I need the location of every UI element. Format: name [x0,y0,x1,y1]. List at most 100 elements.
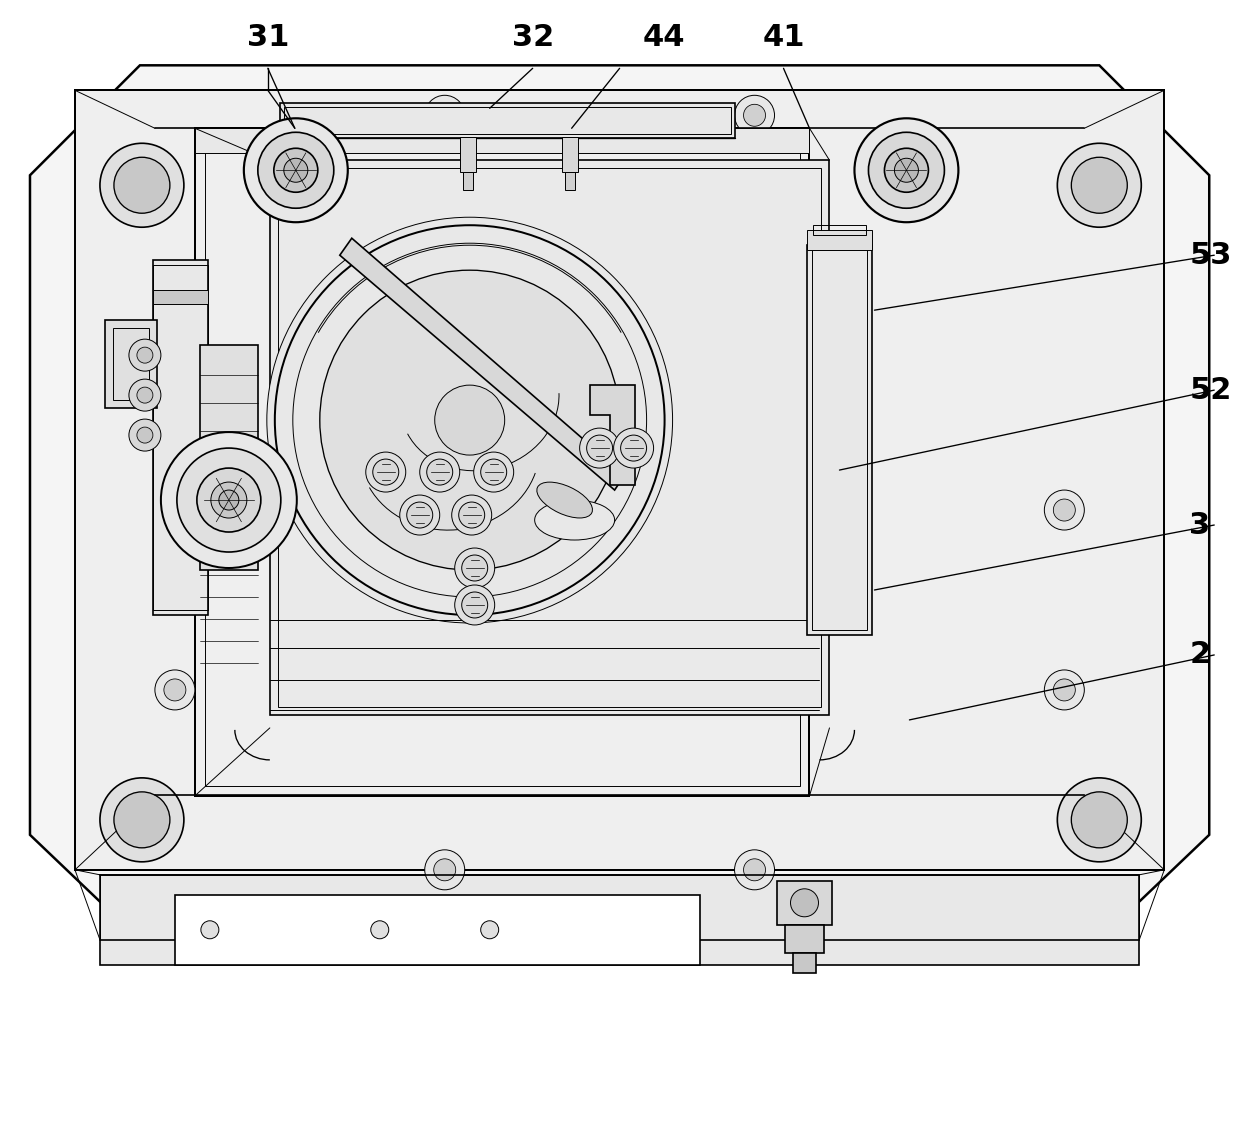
Text: 53: 53 [1189,241,1231,270]
Bar [460,138,476,172]
Bar [463,172,472,191]
Circle shape [274,148,317,192]
Ellipse shape [537,482,593,518]
Circle shape [129,339,161,371]
Bar [74,91,1164,870]
Bar [153,265,208,610]
Circle shape [734,850,775,890]
Circle shape [201,921,219,939]
Bar [270,161,830,715]
Circle shape [434,104,456,126]
Circle shape [481,459,507,486]
Circle shape [164,499,186,521]
Circle shape [620,435,646,461]
Circle shape [284,158,308,183]
Circle shape [1044,670,1084,709]
Bar [812,250,868,630]
Circle shape [427,459,453,486]
Bar [175,894,699,964]
Circle shape [129,419,161,451]
Ellipse shape [534,501,615,540]
Bar [200,346,258,571]
Bar [785,925,825,953]
Circle shape [320,270,620,571]
Circle shape [258,132,334,208]
Circle shape [136,387,153,403]
Circle shape [155,670,195,709]
Bar [807,231,873,250]
Circle shape [434,859,456,881]
Circle shape [366,452,405,492]
Circle shape [373,459,399,486]
Bar [564,172,574,191]
Circle shape [1053,499,1075,521]
Circle shape [267,217,672,623]
Circle shape [459,502,485,528]
Bar [205,138,800,786]
Circle shape [1053,678,1075,701]
Bar [776,881,832,925]
Circle shape [425,850,465,890]
Circle shape [1071,792,1127,848]
Circle shape [136,347,153,363]
Text: 52: 52 [1189,375,1231,404]
Circle shape [177,448,280,552]
Bar [105,320,157,408]
Circle shape [211,482,247,518]
Circle shape [399,495,440,535]
Circle shape [734,95,775,135]
Circle shape [744,859,765,881]
Circle shape [455,548,495,588]
Circle shape [155,490,195,530]
Circle shape [419,452,460,492]
Circle shape [129,379,161,411]
Circle shape [435,385,505,455]
Bar [562,138,578,172]
Bar [153,261,208,615]
Bar [113,328,149,401]
Circle shape [587,435,613,461]
Text: 44: 44 [642,23,684,53]
Circle shape [219,490,239,510]
Text: 41: 41 [763,23,805,53]
Circle shape [425,95,465,135]
Text: 32: 32 [512,23,554,53]
Circle shape [114,157,170,214]
Circle shape [884,148,929,192]
Circle shape [1071,157,1127,214]
Circle shape [114,792,170,848]
Polygon shape [30,65,1209,940]
Circle shape [854,118,959,223]
Bar [195,129,810,796]
Circle shape [455,585,495,625]
Bar [153,290,208,304]
Bar [792,953,816,972]
Circle shape [579,428,620,468]
Circle shape [868,132,945,208]
Circle shape [136,427,153,443]
Circle shape [461,592,487,618]
Bar [278,169,821,707]
Circle shape [371,921,389,939]
Circle shape [791,889,818,917]
Circle shape [244,118,347,223]
Circle shape [474,452,513,492]
Text: 31: 31 [247,23,289,53]
Circle shape [164,678,186,701]
Circle shape [161,432,296,568]
Bar [195,129,810,154]
Circle shape [407,502,433,528]
Bar [100,875,1140,964]
Circle shape [481,921,498,939]
Circle shape [197,468,260,532]
Circle shape [744,104,765,126]
Circle shape [451,495,492,535]
Circle shape [100,778,184,862]
Circle shape [1044,490,1084,530]
Circle shape [461,554,487,581]
Bar [807,246,873,635]
Circle shape [614,428,653,468]
Circle shape [1058,144,1141,227]
Polygon shape [340,238,625,490]
Circle shape [894,158,919,183]
